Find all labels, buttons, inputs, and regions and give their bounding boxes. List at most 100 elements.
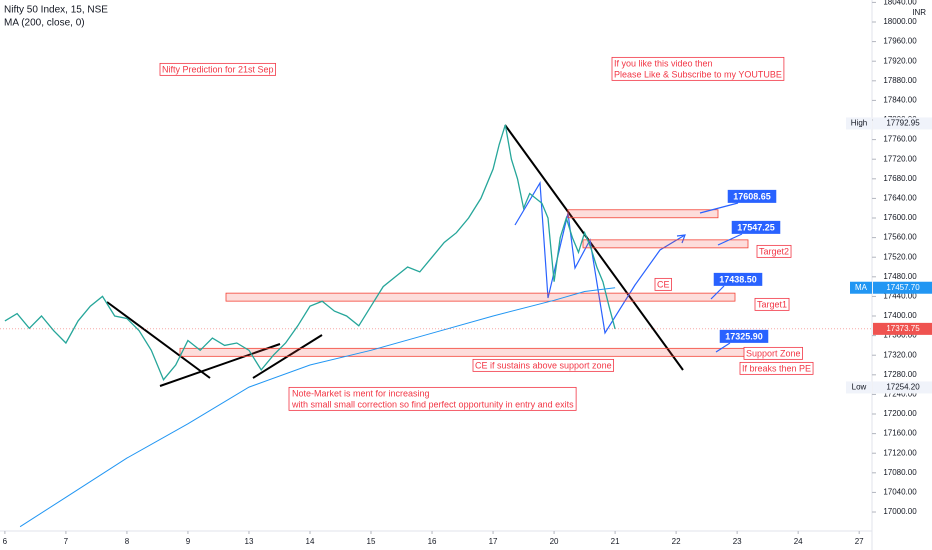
y-tick-label: 17000.00 [883, 507, 917, 516]
annotation: CE [657, 279, 670, 289]
annotation-box [754, 297, 790, 311]
x-tick-label: 15 [367, 537, 376, 546]
zone [179, 347, 746, 357]
y-tick-label: 17680.00 [883, 174, 917, 183]
annotation-box [654, 277, 672, 291]
y-tick-label: 17320.00 [883, 350, 917, 359]
chart-title: Nifty 50 Index, 15, NSE [4, 5, 108, 16]
y-tick-label: 17200.00 [883, 409, 917, 418]
annotation-box [472, 358, 614, 372]
y-tick-label: 17520.00 [883, 252, 917, 261]
x-tick-label: 20 [550, 537, 559, 546]
ma-line [19, 287, 616, 528]
x-tick-label: 16 [428, 537, 437, 546]
label-box [727, 189, 777, 203]
label-box [731, 220, 781, 234]
x-tick-label: 6 [3, 537, 8, 546]
low-tag [873, 381, 932, 394]
annotation-box [756, 244, 792, 258]
ma-legend: MA (200, close, 0) [4, 18, 85, 29]
annotation: CE if sustains above support zone [475, 360, 612, 370]
high-tag-label: 17792.95 [886, 119, 920, 128]
y-tick-label: 18000.00 [883, 17, 917, 26]
x-tick-label: 13 [245, 537, 254, 546]
high-name-box [846, 117, 872, 130]
x-tick-label: 24 [794, 537, 803, 546]
y-tick-label: 17640.00 [883, 194, 917, 203]
zone [582, 239, 749, 249]
y-tick-label: 17600.00 [883, 213, 917, 222]
low-name: Low [852, 383, 867, 392]
y-tick-label: 17480.00 [883, 272, 917, 281]
path-projection [514, 181, 686, 335]
annotation: If you like this video then [614, 58, 713, 68]
callout-arrow [715, 342, 731, 353]
level-label: 17325.90 [725, 331, 763, 341]
annotation-box [611, 56, 785, 81]
x-tick-label: 7 [64, 537, 69, 546]
callout-arrow [717, 233, 743, 246]
annotation: If breaks then PE [742, 363, 811, 373]
y-tick-label: 17560.00 [883, 233, 917, 242]
y-tick-label: 17080.00 [883, 468, 917, 477]
y-tick-label: 17440.00 [883, 292, 917, 301]
annotation: Note-Market is ment for increasing [292, 388, 430, 398]
x-tick-label: 9 [186, 537, 191, 546]
high-name: High [851, 119, 867, 128]
callout-arrow [710, 285, 725, 300]
annotation: Support Zone [746, 348, 801, 358]
ma-tag-label: 17457.70 [886, 283, 920, 292]
annotation-box [739, 361, 814, 375]
zone [567, 209, 719, 219]
y-tick-label: 17120.00 [883, 448, 917, 457]
trendline [106, 301, 211, 379]
x-tick-label: 17 [489, 537, 498, 546]
high-tag [873, 117, 932, 130]
level-label: 17547.25 [737, 222, 775, 232]
y-tick-label: 18040.00 [883, 0, 917, 7]
y-tick-label: 17840.00 [883, 96, 917, 105]
ma-name: MA [855, 283, 868, 292]
annotation: with small small correction so find perf… [291, 399, 574, 409]
low-tag-label: 17254.20 [886, 383, 920, 392]
zone [225, 292, 736, 302]
annotation-box [288, 386, 577, 411]
y-tick-label: 17280.00 [883, 370, 917, 379]
callout-arrow [699, 202, 739, 214]
label-box [719, 329, 769, 343]
y-tick-label: 17160.00 [883, 429, 917, 438]
last-tag [873, 322, 932, 335]
price-line [4, 124, 616, 381]
y-tick-label: 17040.00 [883, 488, 917, 497]
annotation: Please Like & Subscribe to my YOUTUBE [614, 69, 782, 79]
level-label: 17438.50 [719, 274, 757, 284]
arrow-head [676, 234, 686, 244]
x-tick-label: 8 [125, 537, 130, 546]
x-tick-label: 14 [306, 537, 315, 546]
y-tick-label: 17880.00 [883, 76, 917, 85]
ma-tag [873, 281, 932, 294]
x-tick-label: 27 [855, 537, 864, 546]
x-tick-label: 21 [611, 537, 620, 546]
y-tick-label: 17760.00 [883, 135, 917, 144]
level-label: 17608.65 [733, 191, 771, 201]
y-tick-label: 17360.00 [883, 331, 917, 340]
annotation-box [159, 62, 276, 76]
y-tick-label: 17960.00 [883, 37, 917, 46]
low-name-box [846, 381, 872, 394]
ma-name-box [850, 281, 872, 294]
annotation: Target1 [757, 299, 787, 309]
last-tag-label: 17373.75 [886, 324, 920, 333]
label-box [713, 272, 763, 286]
annotation: Nifty Prediction for 21st Sep [162, 64, 274, 74]
x-tick-label: 22 [672, 537, 681, 546]
x-tick-label: 23 [733, 537, 742, 546]
y-tick-label: 17920.00 [883, 56, 917, 65]
y-tick-label: 17400.00 [883, 311, 917, 320]
annotation: Target2 [759, 246, 789, 256]
trendline [159, 343, 281, 387]
y-tick-label: 17240.00 [883, 390, 917, 399]
currency: INR [912, 8, 926, 17]
